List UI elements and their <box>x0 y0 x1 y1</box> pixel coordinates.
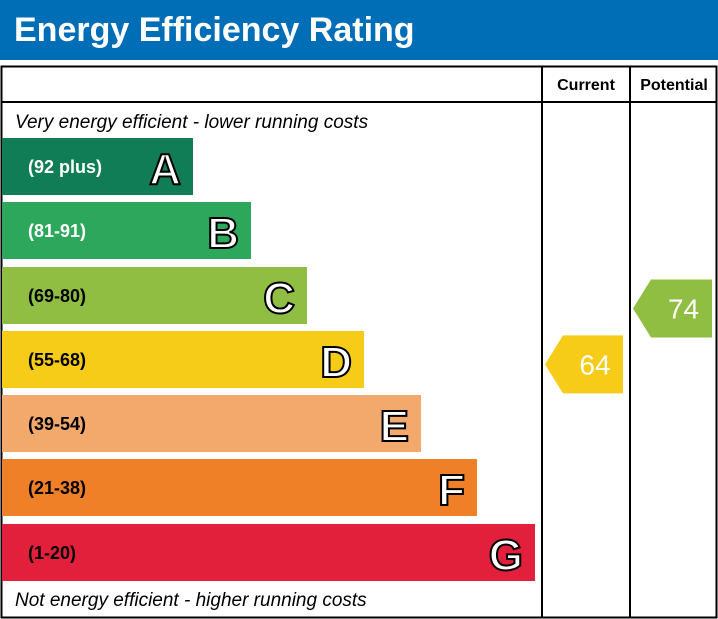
band-range-b: (81-91) <box>28 221 86 241</box>
band-letter-f: F <box>438 466 465 515</box>
band-letter-g: G <box>489 531 523 580</box>
band-letter-a: A <box>149 145 181 194</box>
band-letter-c: C <box>263 274 295 323</box>
band-range-g: (1-20) <box>28 543 76 563</box>
band-range-c: (69-80) <box>28 286 86 306</box>
band-range-d: (55-68) <box>28 350 86 370</box>
potential-rating-arrow <box>633 279 712 338</box>
band-range-e: (39-54) <box>28 414 86 434</box>
band-letter-b: B <box>207 209 239 258</box>
band-range-a: (92 plus) <box>28 157 102 177</box>
chart-title: Energy Efficiency Rating <box>0 0 718 60</box>
potential-rating-value: 74 <box>668 293 699 324</box>
band-bar-g <box>2 524 535 581</box>
table-border <box>0 65 718 619</box>
band-bar-f <box>2 459 477 516</box>
current-rating-arrow <box>545 335 623 394</box>
column-header-potential: Potential <box>640 77 708 94</box>
band-bar-a <box>2 138 193 195</box>
band-letter-d: D <box>320 338 352 387</box>
band-bar-e <box>2 395 421 452</box>
column-header-current: Current <box>557 77 615 94</box>
band-bar-c <box>2 267 307 324</box>
band-letter-e: E <box>380 402 409 451</box>
band-bar-b <box>2 202 251 259</box>
band-bar-d <box>2 331 364 388</box>
top-note: Very energy efficient - lower running co… <box>15 112 369 133</box>
band-range-f: (21-38) <box>28 478 86 498</box>
bottom-note: Not energy efficient - higher running co… <box>15 590 367 611</box>
current-rating-value: 64 <box>579 349 610 380</box>
